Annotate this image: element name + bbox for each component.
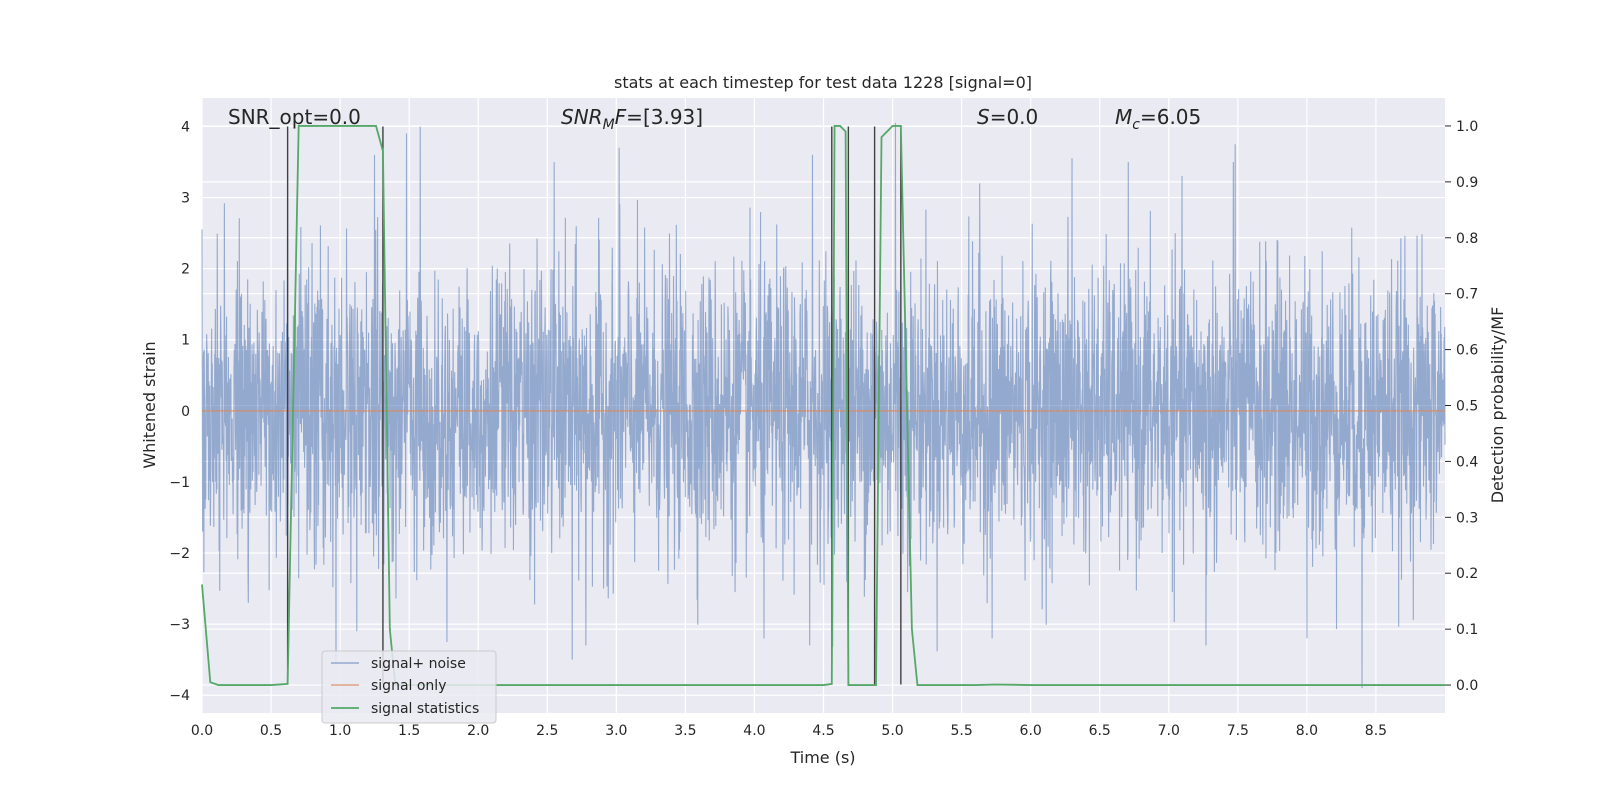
x-tick-label: 5.0 <box>881 723 903 739</box>
annotation-snr-mf: SNRMF=[3.93] <box>561 105 703 133</box>
right-tick-label: 0.3 <box>1456 510 1478 526</box>
annotation-mc-value: =6.05 <box>1140 105 1201 129</box>
x-tick-label: 7.5 <box>1227 723 1249 739</box>
right-tick-label: 0.5 <box>1456 399 1478 415</box>
left-axis-ticks: −4 −3 −2 −1 0 1 2 3 4 <box>169 119 190 704</box>
right-tick-label: 0.4 <box>1456 454 1478 470</box>
right-tick-label: 1.0 <box>1456 119 1478 135</box>
legend: signal+ noise signal only signal statist… <box>321 650 497 724</box>
x-tick-label: 1.5 <box>398 723 420 739</box>
legend-label-signal-statistics: signal statistics <box>371 701 479 717</box>
right-tick-label: 0.1 <box>1456 622 1478 638</box>
right-tick-label: 0.8 <box>1456 231 1478 247</box>
right-axis-label: Detection probability/MF <box>1488 307 1507 504</box>
x-tick-label: 8.5 <box>1365 723 1387 739</box>
right-tick-label: 0.6 <box>1456 343 1478 359</box>
x-tick-label: 0.0 <box>191 723 213 739</box>
annotation-s: S=0.0 <box>977 105 1038 129</box>
left-tick-label: 3 <box>181 191 190 207</box>
x-tick-label: 1.0 <box>329 723 351 739</box>
chart-title: stats at each timestep for test data 122… <box>614 73 1032 92</box>
left-tick-label: −2 <box>169 546 190 562</box>
right-tick-label: 0.7 <box>1456 287 1478 303</box>
right-axis-ticks: 0.0 0.1 0.2 0.3 0.4 0.5 0.6 0.7 0.8 0.9 1.0 <box>1445 119 1478 694</box>
legend-box <box>321 650 497 724</box>
legend-label-signal-only: signal only <box>371 678 446 694</box>
x-tick-label: 8.0 <box>1296 723 1318 739</box>
legend-label-signal-noise: signal+ noise <box>371 656 466 672</box>
x-tick-label: 5.5 <box>950 723 972 739</box>
left-axis-label: Whitened strain <box>140 341 159 468</box>
annotation-s-value: =0.0 <box>990 105 1039 129</box>
left-tick-label: 2 <box>181 262 190 278</box>
x-tick-label: 3.0 <box>605 723 627 739</box>
x-tick-label: 6.5 <box>1089 723 1111 739</box>
left-tick-label: −3 <box>169 617 190 633</box>
x-axis-ticks: 0.0 0.5 1.0 1.5 2.0 2.5 3.0 3.5 4.0 4.5 5.0 5.5 6.0 6… <box>191 723 1387 739</box>
signal-statistics-line <box>201 125 1445 686</box>
x-tick-label: 4.0 <box>743 723 765 739</box>
signal-noise-series <box>201 122 1446 689</box>
left-tick-label: −1 <box>169 475 190 491</box>
x-tick-label: 4.5 <box>812 723 834 739</box>
left-tick-label: −4 <box>169 688 190 704</box>
annotation-snr-mf-value: [3.93] <box>643 105 703 129</box>
x-axis-label: Time (s) <box>789 748 855 767</box>
x-tick-label: 7.0 <box>1158 723 1180 739</box>
left-tick-label: 0 <box>181 404 190 420</box>
annotation-mc: Mc=6.05 <box>1115 105 1201 133</box>
x-tick-label: 3.5 <box>674 723 696 739</box>
x-tick-label: 0.5 <box>260 723 282 739</box>
left-tick-label: 1 <box>181 333 190 349</box>
right-tick-label: 0.9 <box>1456 175 1478 191</box>
x-tick-label: 2.0 <box>467 723 489 739</box>
left-tick-label: 4 <box>181 119 190 135</box>
signal-noise-line <box>201 122 1446 689</box>
right-tick-label: 0.2 <box>1456 566 1478 582</box>
x-tick-label: 6.0 <box>1020 723 1042 739</box>
signal-statistics-series <box>201 125 1445 686</box>
x-tick-label: 2.5 <box>536 723 558 739</box>
right-tick-label: 0.0 <box>1456 678 1478 694</box>
annotation-snr-opt: SNR_opt=0.0 <box>228 105 361 129</box>
